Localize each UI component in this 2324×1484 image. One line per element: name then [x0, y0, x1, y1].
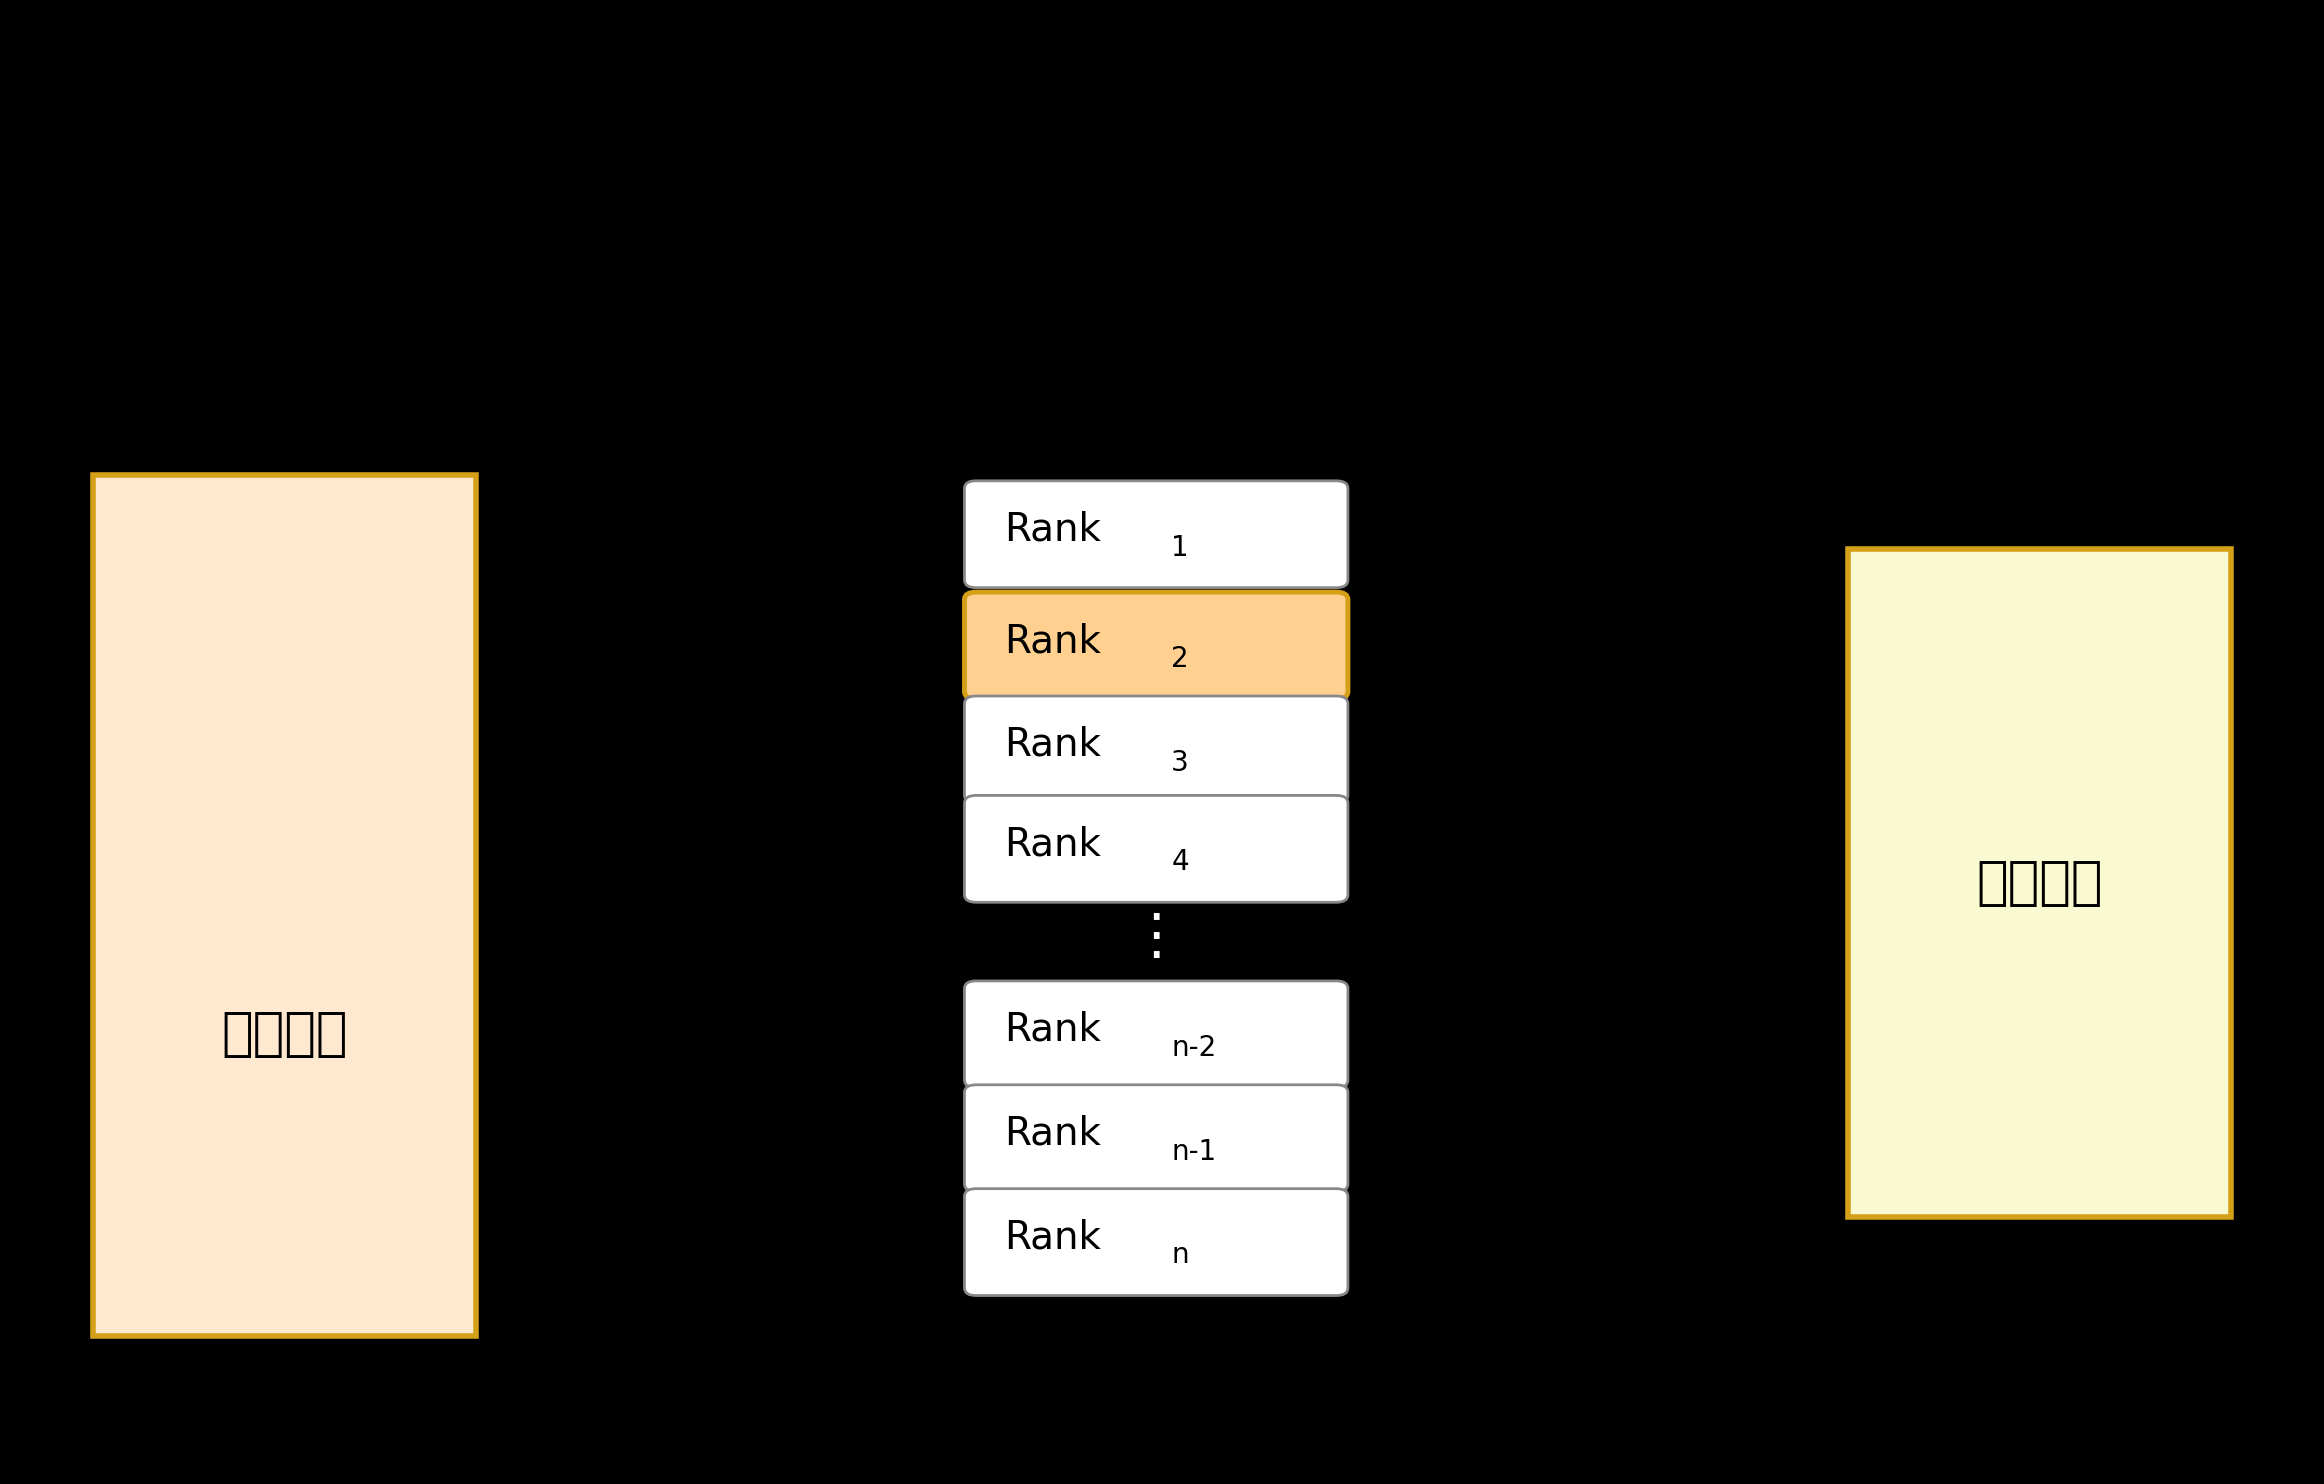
Text: 4: 4	[1171, 849, 1190, 876]
Text: 1: 1	[1171, 534, 1190, 561]
FancyBboxPatch shape	[964, 592, 1348, 699]
Text: Rank: Rank	[1004, 1114, 1102, 1153]
FancyBboxPatch shape	[93, 475, 476, 1336]
Text: 3: 3	[1171, 749, 1190, 776]
Text: Rank: Rank	[1004, 510, 1102, 549]
Text: Rank: Rank	[1004, 726, 1102, 764]
Text: n-2: n-2	[1171, 1034, 1215, 1061]
FancyBboxPatch shape	[964, 1189, 1348, 1296]
FancyBboxPatch shape	[1848, 549, 2231, 1217]
Text: 粗排模型: 粗排模型	[1975, 856, 2103, 910]
Text: Rank: Rank	[1004, 1011, 1102, 1049]
FancyBboxPatch shape	[964, 981, 1348, 1088]
Text: Rank: Rank	[1004, 622, 1102, 660]
Text: 精排模型: 精排模型	[221, 1008, 349, 1061]
Text: ⋮: ⋮	[1129, 911, 1183, 965]
Text: n: n	[1171, 1242, 1190, 1269]
Text: Rank: Rank	[1004, 825, 1102, 864]
Text: n-1: n-1	[1171, 1138, 1215, 1165]
FancyBboxPatch shape	[964, 481, 1348, 588]
FancyBboxPatch shape	[964, 1085, 1348, 1192]
Text: Rank: Rank	[1004, 1218, 1102, 1257]
FancyBboxPatch shape	[964, 795, 1348, 902]
Text: 2: 2	[1171, 646, 1190, 672]
FancyBboxPatch shape	[964, 696, 1348, 803]
